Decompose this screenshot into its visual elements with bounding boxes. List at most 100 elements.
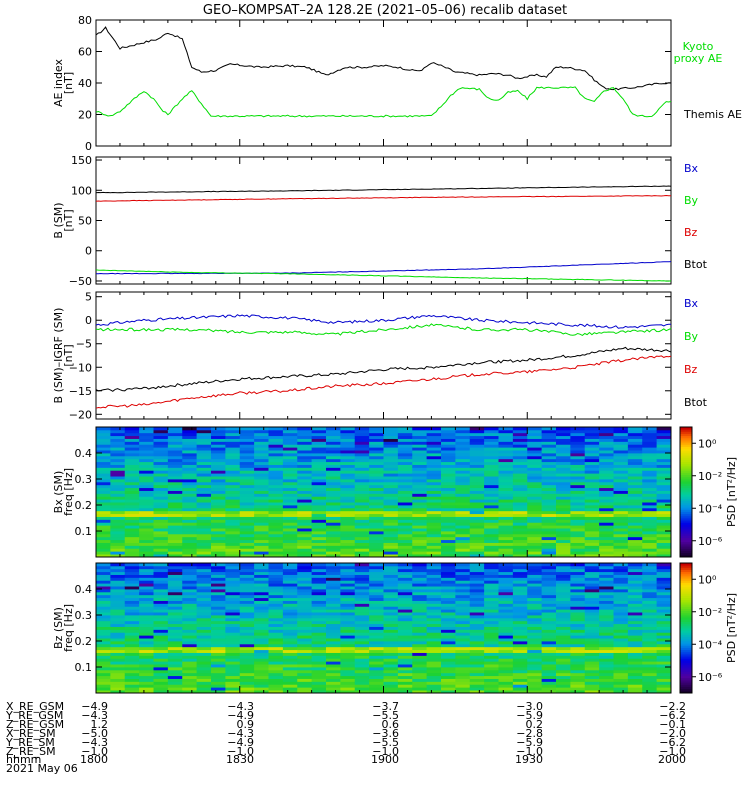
spectrogram-cell bbox=[225, 681, 241, 685]
spectrogram-cell bbox=[96, 481, 111, 486]
colorbar-step bbox=[680, 487, 692, 491]
spectrogram-cell bbox=[498, 586, 514, 590]
spectrogram-cell bbox=[167, 493, 183, 497]
spectrogram-cell bbox=[254, 432, 269, 437]
spectrogram-cell bbox=[110, 493, 126, 497]
spectrogram-cell bbox=[599, 461, 614, 465]
spectrogram-cell bbox=[96, 554, 111, 558]
colorbar-step bbox=[680, 610, 692, 614]
spectrogram-cell bbox=[469, 458, 485, 463]
spectrogram-cell bbox=[397, 580, 413, 584]
spectrogram-cell bbox=[412, 484, 428, 489]
spectrogram-cell bbox=[167, 453, 183, 457]
spectrogram-cell bbox=[139, 690, 154, 694]
spectrogram-cell bbox=[556, 612, 571, 616]
spectrogram-cell bbox=[211, 551, 226, 555]
spectrogram-cell bbox=[541, 554, 557, 558]
series-line-Bz bbox=[95, 194, 672, 202]
spectrogram-cell bbox=[311, 672, 327, 677]
spectrogram-cell bbox=[340, 545, 356, 549]
spectrogram-cell bbox=[469, 652, 485, 656]
spectrogram-cell bbox=[268, 447, 284, 451]
spectrogram-cell bbox=[541, 589, 557, 593]
spectrogram-cell bbox=[139, 620, 154, 625]
spectrogram-cell bbox=[297, 548, 313, 552]
spectrogram-cell bbox=[369, 487, 384, 491]
spectrogram-cell bbox=[311, 571, 327, 575]
spectrogram-cell bbox=[268, 545, 284, 549]
spectrogram-cell bbox=[441, 577, 456, 581]
spectrogram-cell bbox=[297, 502, 313, 506]
spectrogram-cell bbox=[599, 565, 614, 570]
spectrogram-cell bbox=[96, 429, 111, 434]
spectrogram-cell bbox=[239, 594, 255, 599]
spectrogram-cell bbox=[527, 684, 543, 688]
spectrogram-cell bbox=[297, 594, 313, 599]
spectrogram-cell bbox=[167, 612, 183, 616]
spectrogram-cell bbox=[311, 493, 327, 497]
spectrogram-cell bbox=[225, 551, 241, 555]
spectrogram-cell bbox=[297, 554, 313, 558]
spectrogram-cell bbox=[96, 490, 111, 494]
spectrogram-cell bbox=[182, 499, 198, 503]
spectrogram-cell bbox=[527, 589, 543, 593]
spectrogram-cell bbox=[426, 519, 442, 523]
spectrogram-cell bbox=[627, 499, 643, 503]
spectrogram-cell bbox=[627, 516, 643, 520]
spectrogram-cell bbox=[455, 502, 471, 506]
spectrogram-cell bbox=[584, 525, 600, 529]
colorbar-step bbox=[680, 427, 692, 430]
spectrogram-cell bbox=[441, 568, 456, 573]
spectrogram-cell bbox=[167, 542, 183, 546]
spectrogram-cell bbox=[584, 450, 600, 454]
spectrogram-cell bbox=[383, 655, 399, 659]
spectrogram-cell bbox=[225, 510, 241, 515]
spectrogram-cell bbox=[354, 450, 370, 454]
spectrogram-cell bbox=[512, 620, 528, 625]
spectrogram-cell bbox=[354, 649, 370, 653]
spectrogram-cell bbox=[268, 629, 284, 633]
spectrogram-cell bbox=[369, 617, 384, 622]
spectrogram-cell bbox=[167, 626, 183, 630]
spectrogram-cell bbox=[268, 577, 284, 581]
spectrogram-cell bbox=[211, 655, 226, 659]
spectrogram-cell bbox=[599, 473, 614, 477]
spectrogram-cell bbox=[441, 516, 456, 520]
spectrogram-cell bbox=[484, 533, 499, 538]
spectrogram-cell bbox=[311, 429, 327, 434]
spectrogram-cell bbox=[556, 632, 571, 636]
spectrogram-cell bbox=[326, 470, 341, 474]
spectrogram-cell bbox=[512, 505, 528, 509]
spectrogram-cell bbox=[268, 603, 284, 607]
spectrogram-cell bbox=[196, 444, 212, 448]
spectrogram-cell bbox=[556, 600, 571, 604]
spectrogram-cell bbox=[642, 565, 658, 570]
spectrogram-cell bbox=[326, 563, 341, 567]
colorbar-step bbox=[680, 582, 692, 586]
spectrogram-cell bbox=[656, 574, 672, 578]
spectrogram-cell bbox=[570, 594, 586, 599]
spectrogram-cell bbox=[469, 638, 485, 642]
spectrogram-cell bbox=[225, 617, 241, 622]
spectrogram-cell bbox=[282, 487, 298, 491]
spectrogram-cell bbox=[484, 589, 499, 593]
spectrogram-cell bbox=[484, 438, 499, 442]
spectrogram-cell bbox=[498, 629, 514, 633]
spectrogram-cell bbox=[613, 675, 629, 679]
spectrogram-cell bbox=[326, 632, 341, 636]
spectrogram-cell bbox=[282, 664, 298, 668]
orbit-value: −4.9 bbox=[227, 708, 254, 722]
spectrogram-cell bbox=[642, 678, 658, 682]
spectrogram-cell bbox=[211, 571, 226, 575]
spectrogram-cell bbox=[441, 470, 456, 474]
spectrogram-cell bbox=[556, 551, 571, 555]
spectrogram-cell bbox=[484, 467, 499, 471]
spectrogram-cell bbox=[527, 635, 543, 639]
spectrogram-cell bbox=[426, 591, 442, 596]
spectrogram-cell bbox=[124, 649, 140, 653]
spectrogram-cell bbox=[613, 646, 629, 651]
spectrogram-cell bbox=[340, 516, 356, 520]
spectrogram-cell bbox=[254, 427, 269, 431]
spectrogram-cell bbox=[139, 583, 154, 587]
